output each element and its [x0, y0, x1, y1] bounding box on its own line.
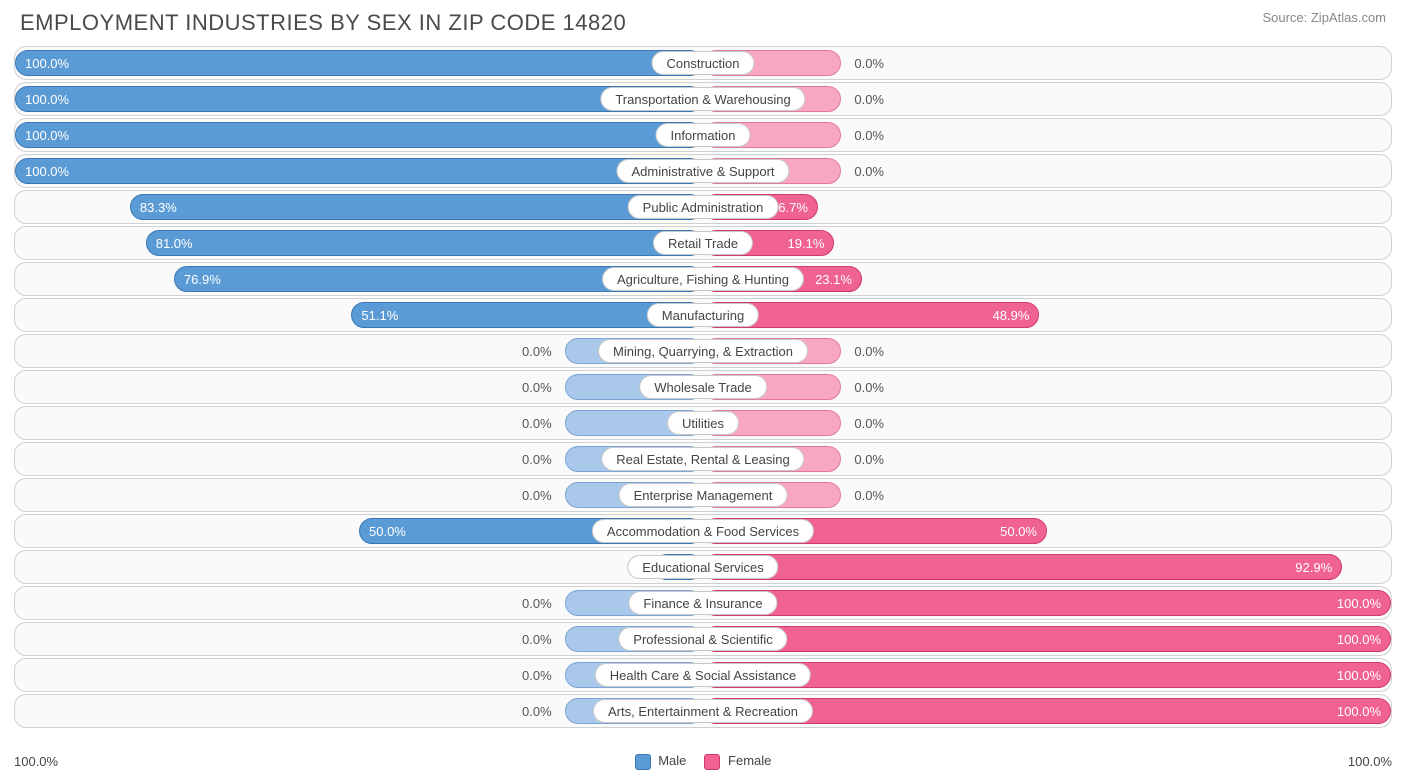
bar-row: Retail Trade 81.0% 19.1%: [14, 226, 1392, 260]
male-pct-label: 51.1%: [351, 299, 398, 332]
bar-row: Professional & Scientific 0.0% 100.0%: [14, 622, 1392, 656]
female-pct-label: 0.0%: [854, 407, 884, 440]
female-pct-label: 100.0%: [1337, 659, 1391, 692]
male-pct-label: 0.0%: [522, 695, 552, 728]
male-bar: [15, 50, 703, 76]
axis-right-label: 100.0%: [1348, 754, 1392, 769]
chart-header: EMPLOYMENT INDUSTRIES BY SEX IN ZIP CODE…: [0, 0, 1406, 42]
category-label: Manufacturing: [647, 303, 759, 327]
male-bar: [146, 230, 703, 256]
category-label: Administrative & Support: [616, 159, 789, 183]
category-label: Finance & Insurance: [628, 591, 777, 615]
male-swatch-icon: [635, 754, 651, 770]
male-bar: [15, 158, 703, 184]
category-label: Educational Services: [627, 555, 778, 579]
category-label: Health Care & Social Assistance: [595, 663, 811, 687]
female-pct-label: 23.1%: [815, 263, 862, 296]
male-pct-label: 100.0%: [15, 155, 69, 188]
bar-row: Transportation & Warehousing 100.0% 0.0%: [14, 82, 1392, 116]
female-pct-label: 48.9%: [993, 299, 1040, 332]
female-swatch-icon: [704, 754, 720, 770]
category-label: Public Administration: [628, 195, 779, 219]
legend-male-label: Male: [658, 753, 686, 768]
category-label: Utilities: [667, 411, 739, 435]
diverging-bar-chart: Construction100.0%0.0%Transportation & W…: [0, 42, 1406, 728]
male-pct-label: 0.0%: [522, 659, 552, 692]
female-bar: [703, 590, 1391, 616]
female-pct-label: 0.0%: [854, 155, 884, 188]
female-pct-label: 100.0%: [1337, 623, 1391, 656]
bar-row: Information 100.0% 0.0%: [14, 118, 1392, 152]
category-label: Enterprise Management: [619, 483, 788, 507]
category-label: Information: [655, 123, 750, 147]
female-bar: [703, 626, 1391, 652]
category-label: Professional & Scientific: [618, 627, 787, 651]
legend-female-label: Female: [728, 753, 771, 768]
male-pct-label: 0.0%: [522, 371, 552, 404]
category-label: Transportation & Warehousing: [600, 87, 805, 111]
category-label: Arts, Entertainment & Recreation: [593, 699, 813, 723]
bar-row: Enterprise Management 0.0% 0.0%: [14, 478, 1392, 512]
bar-row: Real Estate, Rental & Leasing 0.0% 0.0%: [14, 442, 1392, 476]
bar-row: Educational Services7.1%92.9%: [14, 550, 1392, 584]
male-pct-label: 100.0%: [15, 47, 69, 80]
legend: Male Female: [635, 753, 772, 770]
female-pct-label: 0.0%: [854, 83, 884, 116]
chart-source: Source: ZipAtlas.com: [1262, 10, 1386, 25]
legend-female: Female: [704, 753, 771, 770]
male-pct-label: 100.0%: [15, 119, 69, 152]
male-pct-label: 83.3%: [130, 191, 177, 224]
bar-row: Accommodation & Food Services 50.0% 50.0%: [14, 514, 1392, 548]
female-pct-label: 0.0%: [854, 371, 884, 404]
chart-footer: 100.0% Male Female 100.0%: [14, 753, 1392, 770]
bar-row: Mining, Quarrying, & Extraction 0.0% 0.0%: [14, 334, 1392, 368]
male-pct-label: 0.0%: [522, 443, 552, 476]
bar-row: Public Administration83.3%16.7%: [14, 190, 1392, 224]
male-pct-label: 0.0%: [522, 587, 552, 620]
bar-row: Finance & Insurance 0.0% 100.0%: [14, 586, 1392, 620]
bar-row: Manufacturing 51.1% 48.9%: [14, 298, 1392, 332]
category-label: Mining, Quarrying, & Extraction: [598, 339, 808, 363]
female-pct-label: 0.0%: [854, 47, 884, 80]
female-pct-label: 92.9%: [1295, 551, 1342, 584]
male-pct-label: 0.0%: [522, 407, 552, 440]
female-pct-label: 50.0%: [1000, 515, 1047, 548]
female-pct-label: 19.1%: [788, 227, 835, 260]
female-bar: [703, 554, 1342, 580]
category-label: Accommodation & Food Services: [592, 519, 814, 543]
female-pct-label: 0.0%: [854, 119, 884, 152]
female-pct-label: 100.0%: [1337, 695, 1391, 728]
category-label: Construction: [652, 51, 755, 75]
bar-row: Utilities 0.0% 0.0%: [14, 406, 1392, 440]
female-pct-label: 0.0%: [854, 479, 884, 512]
bar-row: Construction 100.0% 0.0%: [14, 46, 1392, 80]
male-pct-label: 100.0%: [15, 83, 69, 116]
legend-male: Male: [635, 753, 687, 770]
bar-row: Arts, Entertainment & Recreation 0.0% 100.…: [14, 694, 1392, 728]
male-pct-label: 0.0%: [522, 335, 552, 368]
bar-row: Health Care & Social Assistance 0.0% 100.0…: [14, 658, 1392, 692]
female-pct-label: 0.0%: [854, 335, 884, 368]
male-pct-label: 81.0%: [146, 227, 193, 260]
bar-row: Wholesale Trade 0.0% 0.0%: [14, 370, 1392, 404]
male-pct-label: 0.0%: [522, 623, 552, 656]
category-label: Real Estate, Rental & Leasing: [601, 447, 804, 471]
bar-row: Administrative & Support 100.0% 0.0%: [14, 154, 1392, 188]
male-pct-label: 76.9%: [174, 263, 221, 296]
male-pct-label: 0.0%: [522, 479, 552, 512]
chart-title: EMPLOYMENT INDUSTRIES BY SEX IN ZIP CODE…: [20, 10, 626, 36]
female-pct-label: 0.0%: [854, 443, 884, 476]
axis-left-label: 100.0%: [14, 754, 58, 769]
category-label: Agriculture, Fishing & Hunting: [602, 267, 804, 291]
male-pct-label: 50.0%: [359, 515, 406, 548]
male-bar: [130, 194, 703, 220]
bar-row: Agriculture, Fishing & Hunting 76.9% 23.1%: [14, 262, 1392, 296]
category-label: Wholesale Trade: [639, 375, 767, 399]
female-pct-label: 100.0%: [1337, 587, 1391, 620]
category-label: Retail Trade: [653, 231, 753, 255]
male-bar: [15, 122, 703, 148]
